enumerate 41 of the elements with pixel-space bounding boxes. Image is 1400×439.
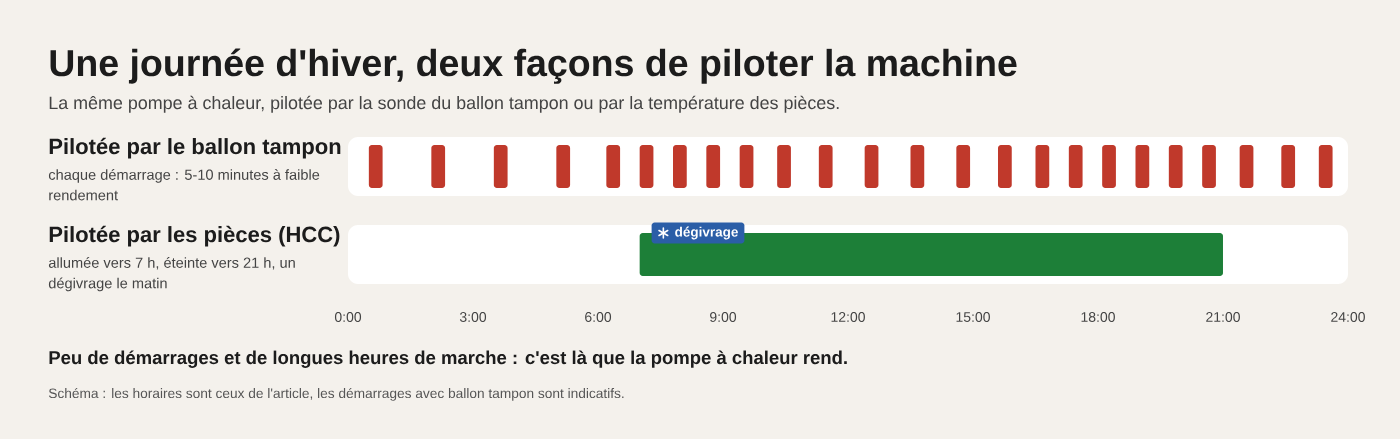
bar bbox=[1318, 145, 1333, 188]
bar bbox=[706, 145, 721, 188]
chart-title: Une journée d'hiver, deux façons de piloter la machine bbox=[50, 48, 1017, 84]
text: chaque démarrage : 5-10 minutes à faible rendement bbox=[48, 169, 320, 201]
x-tick-label: 3:00 bbox=[459, 312, 487, 322]
bar bbox=[493, 145, 508, 188]
bar bbox=[368, 145, 383, 188]
text: Peu de démarrages et de longues heures de marche : c'est là que la pompe à chaleur rend. bbox=[49, 350, 847, 368]
x-tick-label: 21:00 bbox=[1206, 312, 1240, 322]
text: allumée vers 7 h, éteinte vers 21 h, un dégivrage le matin bbox=[48, 257, 295, 292]
bar bbox=[639, 145, 654, 188]
text: Schéma : les horaires sont ceux de l'article, les démarrages avec ballon tampon sont indicatifs. bbox=[48, 387, 624, 401]
bar bbox=[606, 145, 621, 188]
bar bbox=[910, 145, 925, 188]
bar bbox=[864, 145, 879, 188]
bar bbox=[673, 145, 687, 188]
bar bbox=[1068, 145, 1083, 188]
bar bbox=[1168, 145, 1183, 188]
x-tick-label: 18:00 bbox=[1081, 312, 1115, 322]
x-tick-label: 6:00 bbox=[585, 312, 612, 322]
y-tick-label: Pilotée par le ballon tampon bbox=[49, 137, 341, 159]
bar bbox=[739, 145, 754, 188]
bar bbox=[1281, 145, 1296, 188]
bar bbox=[998, 145, 1012, 188]
bar bbox=[1135, 145, 1150, 188]
bar bbox=[1239, 145, 1254, 188]
bar bbox=[1202, 145, 1216, 188]
text: La même pompe à chaleur, pilotée par la sonde du ballon tampon ou par la température des pièces. bbox=[49, 95, 839, 113]
x-tick-label: 12:00 bbox=[831, 312, 865, 322]
x-tick-label: 24:00 bbox=[1331, 312, 1365, 322]
x-tick-label: 9:00 bbox=[710, 312, 737, 322]
x-tick-label: 0:00 bbox=[334, 312, 362, 322]
bar bbox=[818, 145, 833, 188]
bar bbox=[777, 145, 791, 188]
bar bbox=[1102, 145, 1116, 188]
y-tick-label: Pilotée par les pièces (HCC) bbox=[49, 225, 340, 247]
bar bbox=[1035, 145, 1050, 188]
x-tick-label: 15:00 bbox=[956, 312, 990, 322]
bar bbox=[956, 145, 971, 188]
bar bbox=[556, 145, 571, 188]
bar bbox=[431, 145, 446, 188]
